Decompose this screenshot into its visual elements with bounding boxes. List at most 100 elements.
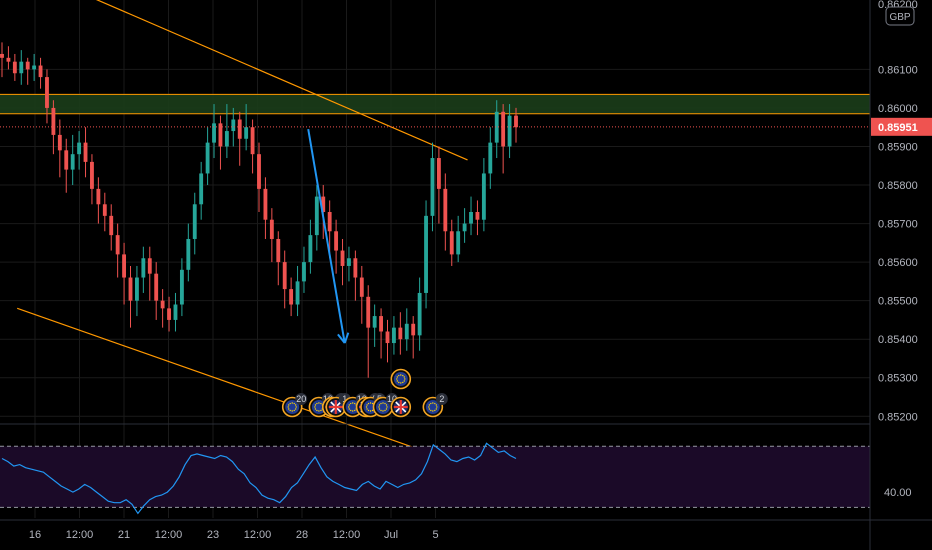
- eu-flag-star: [291, 410, 293, 412]
- price-tick-label: 0.85500: [878, 296, 918, 308]
- candle: [514, 107, 518, 143]
- eu-flag-star: [378, 408, 381, 410]
- last-price-tag-bg: [871, 117, 932, 136]
- candle-body: [366, 296, 371, 328]
- candle: [154, 262, 159, 320]
- candle-body: [96, 188, 101, 205]
- event-marker[interactable]: 20: [281, 393, 308, 418]
- candle: [109, 204, 114, 251]
- candle: [308, 219, 313, 274]
- currency-label: GBP: [889, 12, 910, 23]
- candle-body: [501, 111, 506, 147]
- resistance-zone[interactable]: [0, 93, 870, 115]
- candle: [250, 119, 255, 174]
- candle: [25, 57, 30, 85]
- time-tick-label: 21: [118, 529, 130, 541]
- candle: [359, 265, 364, 324]
- channel-lines[interactable]: [17, 0, 468, 467]
- eu-flag-star: [380, 402, 382, 405]
- candle-body: [141, 258, 146, 278]
- event-count-label: 20: [296, 394, 306, 404]
- candle-body: [25, 61, 30, 70]
- candle-body: [257, 154, 261, 189]
- candle-body: [314, 196, 319, 236]
- channel-upper-line: [95, 0, 468, 161]
- event-count-label: 1: [342, 394, 347, 404]
- candle: [19, 50, 24, 85]
- projection-arrow[interactable]: [307, 128, 350, 344]
- candle: [115, 223, 120, 278]
- event-marker[interactable]: 10: [372, 393, 398, 418]
- candle-body: [391, 327, 396, 344]
- candle-body: [462, 223, 467, 232]
- candle: [237, 111, 242, 166]
- candle: [385, 319, 390, 363]
- eu-flag-star: [314, 404, 317, 406]
- candle: [83, 127, 88, 178]
- eu-flag-star: [366, 408, 368, 410]
- candle: [218, 115, 223, 170]
- price-tick-label: 0.85800: [878, 180, 918, 192]
- candle-body: [237, 119, 242, 139]
- candle-body: [218, 123, 223, 147]
- time-tick-label: 12:00: [244, 529, 272, 541]
- candle: [411, 316, 416, 359]
- candle-body: [19, 61, 24, 74]
- candle: [6, 46, 11, 70]
- candle: [340, 238, 345, 286]
- candle: [96, 177, 101, 224]
- candle: [192, 192, 197, 255]
- price-scale[interactable]: 0.86200 0.86100 0.86000 0.85900 0.85800 0.857…: [869, 0, 932, 550]
- projection-arrow-head: [337, 333, 346, 344]
- event-marker[interactable]: [390, 368, 412, 390]
- eu-flag-star: [371, 402, 374, 405]
- time-scale[interactable]: 16 12:00 21 12:00 23 12:00 28 12:00 Jul 5: [0, 519, 932, 541]
- eu-flag-star: [436, 406, 438, 408]
- candle-body: [57, 134, 62, 151]
- candle-body: [263, 188, 268, 220]
- candle: [134, 265, 139, 317]
- candle: [64, 138, 69, 193]
- eu-flag-star: [320, 409, 322, 412]
- rsi-tick-label: 40.00: [884, 487, 912, 499]
- eu-flag-star: [400, 382, 402, 384]
- candle-body: [147, 258, 152, 274]
- eu-flag-star: [378, 404, 381, 406]
- eu-flag-star: [398, 374, 400, 377]
- time-tick-label: 12:00: [155, 529, 183, 541]
- economic-events[interactable]: 2010211055102: [281, 368, 448, 418]
- candle-body: [160, 300, 165, 309]
- currency-button[interactable]: GBP: [885, 6, 915, 26]
- event-count-label: 2: [439, 394, 444, 404]
- candle: [160, 289, 165, 328]
- event-marker[interactable]: [390, 396, 412, 418]
- candle-body: [436, 158, 441, 189]
- candle: [449, 219, 454, 266]
- event-marker[interactable]: 2: [422, 393, 448, 418]
- candle-body: [167, 308, 171, 320]
- eu-flag-star: [295, 406, 297, 408]
- candle-body: [192, 204, 197, 239]
- time-tick-label: 12:00: [333, 529, 361, 541]
- time-tick-label: 5: [432, 529, 438, 541]
- candle-body: [289, 289, 294, 305]
- candle-body: [128, 277, 133, 301]
- candle: [212, 104, 216, 159]
- candle: [347, 246, 351, 282]
- event-count-badge: [435, 393, 448, 405]
- candle: [436, 146, 441, 224]
- candle: [12, 53, 17, 81]
- eu-flag-star: [314, 406, 316, 408]
- candle: [391, 316, 396, 355]
- eu-flag-star: [348, 406, 350, 408]
- candle: [404, 308, 409, 351]
- eu-flag-star: [400, 374, 402, 376]
- eu-flag-star: [371, 409, 374, 412]
- candle-body: [45, 77, 49, 108]
- candle-body: [385, 331, 390, 344]
- candle-body: [449, 231, 454, 255]
- candle: [199, 161, 204, 220]
- eu-flag-star: [354, 402, 356, 405]
- eu-flag-icon: [311, 400, 326, 414]
